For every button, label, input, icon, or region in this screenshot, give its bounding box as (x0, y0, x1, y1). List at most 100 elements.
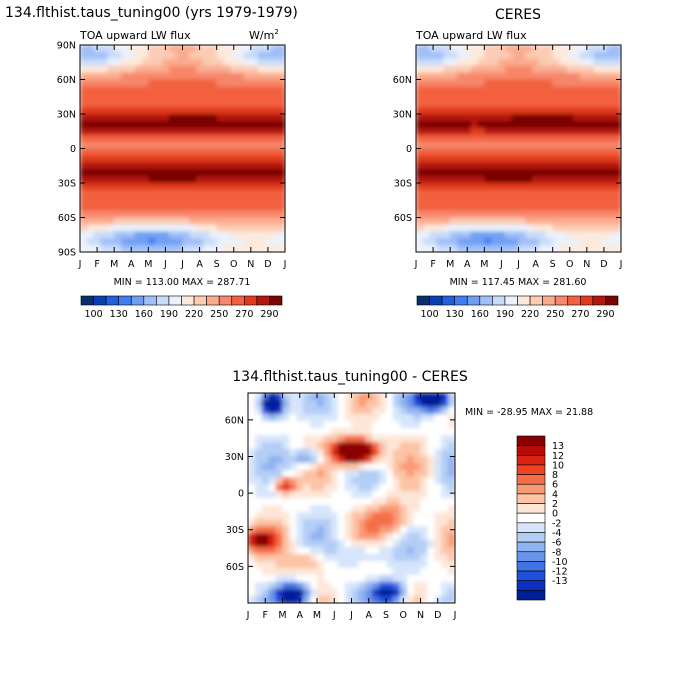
heatmap-cell (614, 65, 621, 74)
heatmap-cell (168, 65, 177, 74)
heatmap-cell (358, 596, 366, 603)
heatmap-cell (463, 155, 472, 163)
heatmap-cell (607, 217, 615, 225)
heatmap-cell (121, 45, 129, 53)
heatmap-cell (114, 169, 122, 177)
heatmap-cell (351, 442, 359, 450)
heatmap-cell (310, 428, 318, 436)
heatmap-cell (254, 477, 263, 485)
heatmap-cell (86, 203, 95, 212)
heatmap-cell (86, 245, 95, 252)
heatmap-cell (441, 596, 449, 603)
x-tick-label: A (366, 610, 373, 621)
heatmap-cell (86, 196, 95, 205)
heatmap-cell (545, 127, 554, 136)
heatmap-cell (392, 589, 401, 597)
heatmap-cell (317, 407, 325, 415)
heatmap-cell (406, 428, 415, 436)
heatmap-cell (261, 470, 270, 478)
colorbar-label: -4 (552, 528, 561, 539)
heatmap-cell (379, 477, 387, 485)
heatmap-cell (141, 238, 149, 246)
heatmap-cell (168, 114, 177, 122)
heatmap-cell (392, 428, 401, 436)
heatmap-cell (457, 217, 465, 225)
heatmap-cell (559, 231, 567, 239)
heatmap-cell (365, 512, 373, 520)
heatmap-cell (107, 100, 115, 108)
heatmap-cell (406, 568, 415, 576)
heatmap-cell (248, 575, 256, 583)
heatmap-cell (443, 141, 451, 150)
heatmap-cell (525, 100, 533, 108)
heatmap-cell (443, 93, 451, 101)
heatmap-cell (223, 114, 231, 122)
heatmap-cell (429, 155, 438, 163)
heatmap-cell (586, 141, 595, 150)
heatmap-cell (134, 45, 143, 53)
heatmap-cell (230, 169, 238, 177)
heatmap-cell (223, 210, 231, 219)
heatmap-cell (422, 217, 431, 225)
heatmap-cell (441, 470, 449, 478)
heatmap-cell (406, 512, 415, 520)
heatmap-cell (614, 155, 621, 163)
heatmap-cell (162, 210, 170, 219)
heatmap-cell (498, 51, 506, 60)
heatmap-cell (80, 100, 88, 108)
heatmap-cell (413, 421, 422, 429)
heatmap-cell (386, 582, 394, 590)
heatmap-layer (80, 45, 285, 252)
heatmap-cell (289, 393, 297, 401)
heatmap-cell (250, 72, 259, 81)
heatmap-cell (127, 100, 136, 108)
heatmap-cell (573, 141, 581, 150)
heatmap-cell (379, 533, 387, 541)
heatmap-cell (310, 582, 318, 590)
colorbar-swatch (567, 295, 581, 306)
heatmap-cell (600, 162, 608, 170)
heatmap-cell (399, 547, 408, 555)
heatmap-cell (573, 162, 581, 170)
heatmap-cell (365, 498, 373, 506)
heatmap-cell (282, 407, 290, 415)
heatmap-cell (539, 183, 547, 191)
heatmap-cell (365, 449, 373, 457)
heatmap-cell (593, 169, 602, 177)
heatmap-cell (511, 107, 520, 115)
heatmap-cell (155, 141, 163, 150)
heatmap-cell (148, 169, 156, 177)
heatmap-cell (436, 120, 444, 129)
heatmap-cell (420, 561, 428, 569)
heatmap-cell (358, 456, 366, 464)
heatmap-cell (416, 148, 424, 156)
heatmap-cell (323, 463, 332, 471)
heatmap-cell (244, 58, 252, 67)
heatmap-cell (289, 561, 297, 569)
heatmap-cell (399, 568, 408, 576)
heatmap-cell (230, 224, 238, 232)
heatmap-cell (264, 162, 272, 170)
heatmap-cell (586, 58, 595, 67)
heatmap-cell (121, 51, 129, 60)
heatmap-cell (351, 526, 359, 534)
heatmap-cell (434, 505, 442, 513)
heatmap-cell (209, 217, 218, 225)
heatmap-cell (504, 176, 513, 184)
heatmap-cell (450, 245, 458, 252)
heatmap-cell (484, 155, 492, 163)
heatmap-cell (289, 554, 297, 562)
heatmap-cell (586, 196, 595, 205)
heatmap-cell (552, 58, 561, 67)
heatmap-cell (264, 155, 272, 163)
heatmap-cell (244, 238, 252, 246)
heatmap-cell (491, 155, 499, 163)
heatmap-cell (392, 414, 401, 422)
heatmap-cell (436, 72, 444, 81)
heatmap-cell (196, 176, 204, 184)
heatmap-cell (586, 100, 595, 108)
heatmap-cell (257, 203, 266, 212)
x-tick-label: J (163, 259, 167, 270)
heatmap-cell (491, 120, 499, 129)
heatmap-cell (434, 512, 442, 520)
